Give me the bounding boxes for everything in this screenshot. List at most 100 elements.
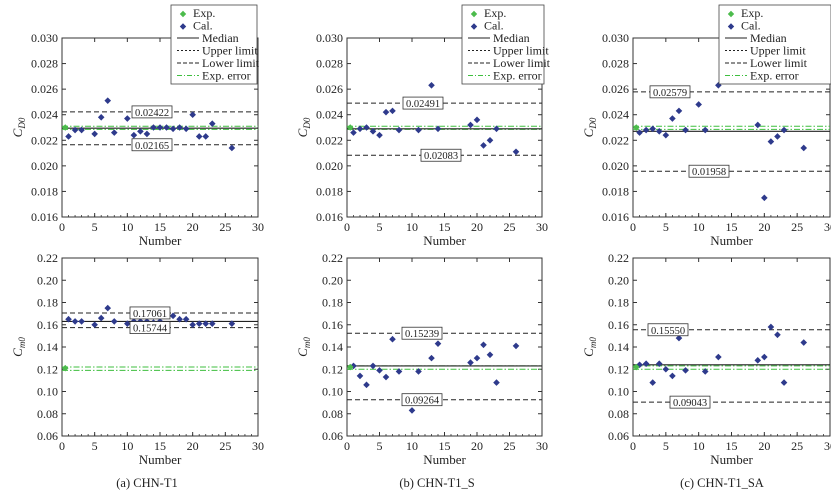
caption-c: (c) CHN-T1_SA bbox=[680, 476, 764, 490]
lower-limit-label-box bbox=[131, 138, 173, 152]
cal-point bbox=[473, 116, 481, 124]
legend-label-median: Median bbox=[750, 31, 787, 45]
upper-limit-label-box bbox=[649, 85, 691, 99]
x-tick-label: 15 bbox=[726, 439, 738, 453]
exp-point bbox=[61, 124, 69, 131]
legend-label-median: Median bbox=[202, 31, 239, 45]
cal-point bbox=[78, 318, 85, 325]
cal-point bbox=[97, 314, 105, 322]
x-tick-label: 5 bbox=[377, 220, 383, 234]
cal-point bbox=[754, 121, 762, 129]
cal-point bbox=[767, 138, 775, 145]
upper-limit-label: 0.02422 bbox=[135, 108, 169, 119]
x-axis-label: Number bbox=[423, 233, 466, 248]
y-axis-label: Cm0 bbox=[10, 337, 27, 357]
upper-limit-label: 0.17061 bbox=[133, 309, 167, 320]
x-tick-label: 30 bbox=[252, 439, 264, 453]
exp-point bbox=[632, 124, 640, 131]
y-tick-label: 0.016 bbox=[31, 210, 58, 224]
legend-label-exp: Exp. bbox=[193, 6, 215, 20]
cal-point bbox=[675, 334, 683, 342]
cal-point bbox=[655, 360, 663, 367]
cal-point bbox=[649, 379, 656, 386]
cal-point bbox=[754, 357, 762, 364]
y-tick-label: 0.026 bbox=[602, 82, 629, 96]
cal-point bbox=[208, 320, 216, 327]
upper-limit-label: 0.15550 bbox=[651, 326, 685, 337]
cal-point bbox=[761, 353, 768, 361]
y-tick-label: 0.14 bbox=[608, 340, 629, 354]
lower-limit-label-box bbox=[129, 321, 171, 334]
legend-label-median: Median bbox=[493, 31, 530, 45]
legend-label-experr: Exp. error bbox=[750, 69, 799, 83]
plot-frame bbox=[632, 257, 831, 437]
cal-point bbox=[382, 373, 390, 381]
cal-point bbox=[701, 368, 709, 375]
legend-box bbox=[170, 4, 258, 85]
cal-point bbox=[649, 125, 656, 133]
upper-limit-label-box bbox=[129, 306, 171, 320]
lower-limit-label: 0.15744 bbox=[133, 324, 168, 335]
cal-point bbox=[71, 126, 79, 134]
y-tick-label: 0.20 bbox=[322, 273, 343, 287]
x-tick-label: 5 bbox=[663, 439, 669, 453]
cal-point bbox=[512, 342, 520, 350]
legend-label-cal: Cal. bbox=[193, 19, 213, 33]
x-tick-label: 5 bbox=[377, 439, 383, 453]
lower-limit-label-box bbox=[401, 393, 443, 407]
cal-point bbox=[408, 407, 416, 414]
cal-point bbox=[800, 144, 808, 152]
x-tick-label: 20 bbox=[187, 439, 199, 453]
cal-point bbox=[780, 379, 788, 386]
x-tick-label: 30 bbox=[536, 439, 548, 453]
x-tick-label: 0 bbox=[59, 220, 65, 234]
cal-point bbox=[163, 124, 170, 131]
x-tick-label: 5 bbox=[663, 220, 669, 234]
y-tick-label: 0.10 bbox=[37, 385, 58, 399]
legend-exp-marker bbox=[727, 10, 735, 18]
lower-limit-label: 0.02165 bbox=[135, 141, 169, 152]
legend-cal-marker bbox=[470, 23, 478, 30]
legend-label-exp: Exp. bbox=[741, 6, 763, 20]
cal-point bbox=[434, 125, 442, 133]
cal-point bbox=[642, 126, 650, 134]
lower-limit-label: 0.01958 bbox=[692, 167, 726, 178]
cal-point bbox=[208, 120, 216, 127]
y-tick-label: 0.08 bbox=[322, 407, 343, 421]
y-tick-label: 0.030 bbox=[602, 31, 629, 45]
cal-point bbox=[363, 124, 370, 131]
cal-point bbox=[662, 131, 670, 139]
y-axis-label: Cm0 bbox=[581, 337, 598, 357]
legend-exp-marker bbox=[470, 10, 478, 18]
cal-point bbox=[104, 304, 112, 312]
x-axis-label: Number bbox=[423, 452, 466, 467]
x-tick-label: 15 bbox=[439, 220, 451, 234]
lower-limit-label-box bbox=[669, 395, 711, 409]
x-tick-label: 15 bbox=[154, 439, 166, 453]
lower-limit-label: 0.09043 bbox=[673, 398, 707, 409]
panel-3: 0 5 10 15 20 25 30 0.06 0.08 0.10 0.12 0.14 0.16 0.18… bbox=[10, 251, 264, 467]
upper-limit-label-box bbox=[647, 323, 689, 337]
legend-label-experr: Exp. error bbox=[202, 69, 251, 83]
y-tick-label: 0.020 bbox=[316, 159, 343, 173]
cal-point bbox=[176, 315, 183, 323]
panel-5: 0 5 10 15 20 25 30 0.06 0.08 0.10 0.12 0.14 0.16 0.18… bbox=[581, 251, 831, 467]
x-tick-label: 20 bbox=[471, 439, 483, 453]
exp-point bbox=[632, 363, 640, 371]
cal-point bbox=[363, 381, 370, 389]
cal-point bbox=[800, 339, 808, 346]
x-tick-label: 15 bbox=[154, 220, 166, 234]
cal-point bbox=[780, 126, 788, 134]
y-tick-label: 0.018 bbox=[316, 184, 343, 198]
legend-label-lower: Lower limit bbox=[202, 56, 260, 70]
legend-label-upper: Upper limit bbox=[750, 44, 806, 58]
cal-point bbox=[369, 362, 377, 370]
y-tick-label: 0.22 bbox=[608, 251, 629, 265]
y-tick-label: 0.22 bbox=[37, 251, 58, 265]
x-tick-label: 0 bbox=[630, 439, 636, 453]
cal-point bbox=[228, 144, 236, 152]
legend-label-exp: Exp. bbox=[484, 6, 506, 20]
